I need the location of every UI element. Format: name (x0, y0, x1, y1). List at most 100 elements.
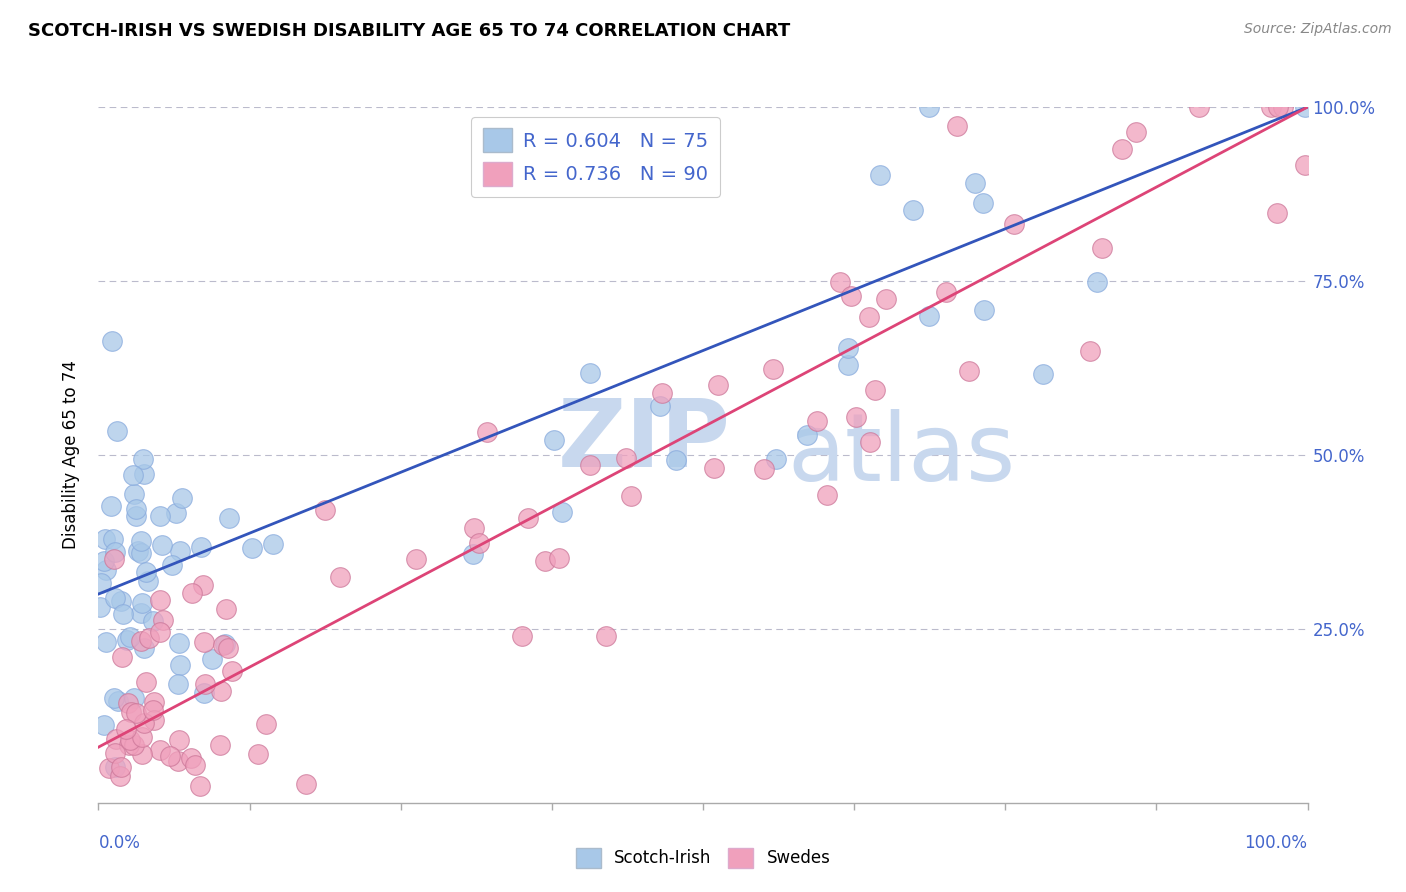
Point (103, 690, 125, 705)
Point (120, 732, 142, 747)
Point (131, 730, 153, 744)
Point (875, 293, 897, 307)
Point (104, 731, 127, 746)
Point (859, 434, 882, 449)
Point (534, 554, 557, 568)
Point (935, 285, 957, 299)
Text: SCOTCH-IRISH VS SWEDISH DISABILITY AGE 65 TO 74 CORRELATION CHART: SCOTCH-IRISH VS SWEDISH DISABILITY AGE 6… (28, 22, 790, 40)
Point (830, 275, 852, 289)
Point (796, 428, 818, 442)
Point (169, 657, 191, 672)
Point (595, 629, 617, 643)
Legend: Scotch-Irish, Swedes: Scotch-Irish, Swedes (569, 841, 837, 875)
Point (170, 491, 193, 506)
Point (314, 503, 336, 517)
Point (115, 632, 138, 647)
Point (901, 203, 924, 218)
Point (94, 563, 117, 577)
Point (125, 508, 148, 523)
Point (551, 505, 574, 519)
Point (150, 538, 173, 552)
Point (89, 599, 111, 614)
Point (184, 758, 207, 772)
Point (122, 467, 145, 482)
Point (616, 450, 638, 465)
Point (858, 310, 880, 324)
Point (463, 547, 485, 561)
Point (125, 502, 148, 516)
Point (651, 385, 673, 400)
Point (1267, 100, 1289, 114)
Point (96, 634, 118, 648)
Point (132, 467, 155, 482)
Point (111, 650, 134, 665)
Point (129, 545, 152, 559)
Point (579, 366, 602, 380)
Point (865, 383, 887, 397)
Point (122, 486, 145, 500)
Point (583, 120, 606, 135)
Point (167, 636, 190, 650)
Point (806, 414, 828, 428)
Point (90, 576, 112, 591)
Point (104, 746, 127, 760)
Point (193, 686, 215, 700)
Point (159, 748, 181, 763)
Point (957, 364, 980, 378)
Point (188, 779, 211, 793)
Point (129, 607, 152, 621)
Point (294, 777, 316, 791)
Point (837, 341, 859, 355)
Point (107, 694, 129, 708)
Point (648, 400, 671, 414)
Point (247, 747, 270, 762)
Point (120, 705, 142, 719)
Point (136, 574, 159, 588)
Point (845, 409, 868, 424)
Point (143, 695, 166, 709)
Point (214, 637, 236, 651)
Point (124, 691, 146, 706)
Point (152, 613, 174, 627)
Point (405, 552, 427, 566)
Point (120, 830, 142, 845)
Point (1265, 206, 1288, 220)
Point (620, 490, 643, 504)
Point (110, 594, 132, 608)
Text: 0.0%: 0.0% (98, 834, 141, 852)
Point (703, 461, 725, 475)
Point (190, 540, 212, 554)
Point (129, 633, 152, 648)
Point (221, 664, 243, 678)
Point (97, 761, 120, 775)
Point (105, 424, 128, 438)
Point (142, 614, 165, 628)
Point (135, 675, 157, 690)
Point (132, 641, 155, 656)
Point (1078, 343, 1101, 358)
Point (918, 310, 941, 324)
Point (100, 500, 122, 514)
Point (167, 755, 190, 769)
Point (135, 566, 157, 580)
Point (180, 751, 202, 765)
Point (218, 510, 240, 524)
Point (1032, 368, 1054, 382)
Point (242, 541, 264, 556)
Point (110, 769, 132, 783)
Point (1271, 100, 1294, 114)
Text: Source: ZipAtlas.com: Source: ZipAtlas.com (1244, 22, 1392, 37)
Point (169, 732, 191, 747)
Point (101, 334, 124, 349)
Point (194, 677, 217, 691)
Point (132, 451, 155, 466)
Point (103, 545, 125, 559)
Point (138, 631, 160, 645)
Text: 100.0%: 100.0% (1244, 834, 1308, 852)
Point (815, 488, 838, 502)
Point (468, 536, 491, 550)
Point (129, 533, 152, 548)
Point (1294, 158, 1316, 172)
Point (142, 713, 165, 727)
Point (160, 558, 183, 573)
